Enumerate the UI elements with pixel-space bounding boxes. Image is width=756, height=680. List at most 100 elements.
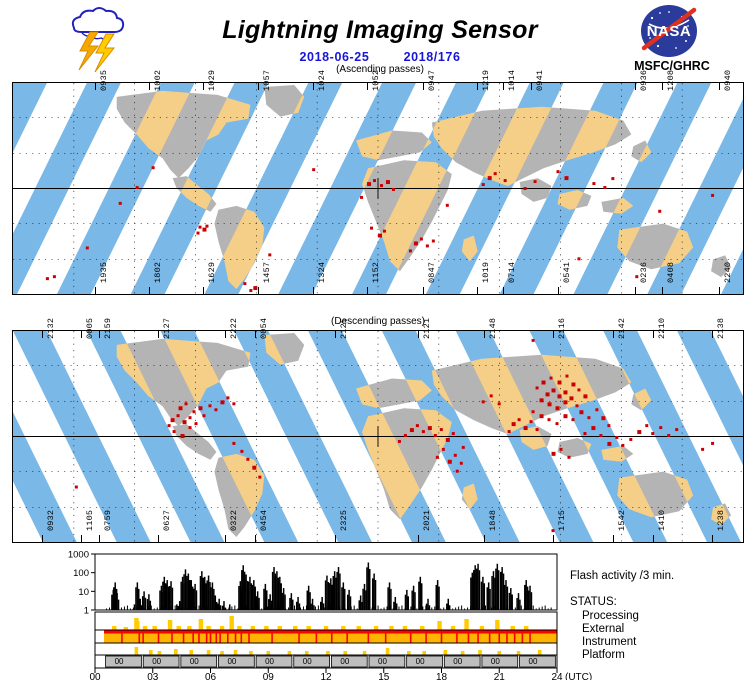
tick-mark [531, 83, 533, 90]
map-tick-label: 1629 [207, 261, 218, 283]
map-tick-label: 0847 [426, 261, 437, 283]
platform-cell-label: 00 [265, 657, 274, 666]
tick-mark [422, 83, 424, 90]
tick-mark [635, 287, 637, 294]
legend-status-heading: STATUS: [570, 596, 617, 608]
map-tick-label: 1029 [207, 69, 218, 91]
legend-row-instrument: Instrument [582, 636, 637, 648]
tick-mark [157, 331, 159, 338]
map-tick-label: 1152 [371, 261, 382, 283]
map-tick-label: 2021 [421, 509, 432, 531]
map-tick-label: 1014 [506, 69, 517, 91]
map-tick-label: 2127 [161, 317, 172, 339]
platform-cell-label: 00 [115, 657, 124, 666]
tick-mark [367, 287, 369, 294]
flash-activity-trace [111, 562, 533, 610]
x-tick-label: 03 [147, 672, 159, 680]
platform-cell-label: 00 [152, 657, 161, 666]
map-tick-label: 0627 [161, 509, 172, 531]
y-tick-label: 10 [78, 587, 89, 598]
flash-activity-panel: 1 10 100 1000 00 00 00 00 00 00 00 00 00 00 00 00 00 03 06… [0, 548, 756, 680]
platform-cell-label: 00 [453, 657, 462, 666]
tick-mark [94, 83, 96, 90]
descending-map-canvas [13, 331, 743, 542]
map-tick-label: 1542 [617, 509, 628, 531]
tick-mark [719, 83, 721, 90]
tick-mark [557, 287, 559, 294]
map-tick-label: 2142 [617, 317, 628, 339]
map-tick-label: 1019 [481, 261, 492, 283]
map-tick-label: 1848 [487, 509, 498, 531]
tick-mark [149, 287, 151, 294]
thunderstorm-cloud-icon [58, 6, 132, 74]
map-tick-label: 2159 [103, 317, 114, 339]
svg-text:NASA: NASA [647, 23, 692, 40]
tick-mark [42, 331, 44, 338]
map-tick-label: 0408 [665, 261, 676, 283]
platform-cell-label: 00 [190, 657, 199, 666]
platform-yellow-spikes [134, 647, 542, 655]
map-tick-label: 0454 [258, 509, 269, 531]
tick-mark [652, 535, 654, 542]
x-tick-label: 21 [494, 672, 506, 680]
tick-mark [661, 83, 663, 90]
tick-mark [502, 83, 504, 90]
map-tick-label: 0541 [561, 261, 572, 283]
map-tick-label: 0236 [639, 261, 650, 283]
descending-caption: (Descending passes) [331, 316, 425, 327]
x-tick-label: 09 [263, 672, 275, 680]
ascending-caption: (Ascending passes) [336, 64, 424, 75]
y-tick-label: 1000 [68, 550, 89, 561]
status-track-instrument [104, 633, 557, 643]
tick-mark [477, 287, 479, 294]
tick-mark [313, 287, 315, 294]
map-tick-label: 1219 [481, 69, 492, 91]
tick-mark [613, 535, 615, 542]
tick-mark [661, 287, 663, 294]
map-tick-label: 2125 [339, 317, 350, 339]
tick-mark [335, 535, 337, 542]
tick-mark [99, 331, 101, 338]
map-tick-label: 0940 [723, 69, 734, 91]
map-tick-label: 1024 [317, 69, 328, 91]
map-tick-label: 1802 [153, 261, 164, 283]
map-tick-label: 0322 [229, 509, 240, 531]
map-tick-label: 2222 [229, 317, 240, 339]
map-tick-label: 2116 [557, 317, 568, 339]
platform-cell-label: 00 [416, 657, 425, 666]
date-iso: 2018-06-25 [299, 50, 370, 64]
tick-mark [417, 331, 419, 338]
tick-mark [635, 83, 637, 90]
map-tick-label: 0005 [85, 317, 96, 339]
y-tick-label: 1 [84, 606, 89, 617]
map-tick-label: 1935 [98, 261, 109, 283]
legend-row-processing: Processing [582, 610, 639, 622]
ascending-map-frame [12, 82, 744, 295]
descending-map: 2132 0005 2159 2127 2222 0054 2125 2121 2148 2116… [12, 318, 744, 543]
x-tick-label: 18 [436, 672, 448, 680]
x-tick-label: 24 [551, 672, 563, 680]
ascending-map: 0935 1002 1029 1057 1024 1052 0947 1219 1014 0941… [12, 70, 744, 295]
legend-flash-activity: Flash activity /3 min. [570, 570, 675, 582]
map-tick-label: 0759 [103, 509, 114, 531]
tick-mark [157, 535, 159, 542]
nasa-meatball-icon: NASA [638, 4, 700, 58]
map-tick-label: 1208 [665, 69, 676, 91]
agency-label: MSFC/GHRC [634, 59, 710, 73]
date-bar: 2018-06-25 2018/176 [170, 50, 590, 64]
platform-cell-label: 00 [303, 657, 312, 666]
platform-cell-label: 00 [491, 657, 500, 666]
map-tick-label: 1457 [262, 261, 273, 283]
tick-mark [502, 287, 504, 294]
platform-cell-label: 00 [227, 657, 236, 666]
tick-mark [613, 331, 615, 338]
map-tick-label: 1052 [371, 69, 382, 91]
date-day-of-year: 2018/176 [403, 50, 461, 64]
tick-mark [149, 83, 151, 90]
map-tick-label: 0947 [426, 69, 437, 91]
status-track-processing [112, 616, 529, 630]
tick-mark [203, 287, 205, 294]
tick-mark [225, 331, 227, 338]
descending-map-frame [12, 330, 744, 543]
tick-mark [477, 83, 479, 90]
